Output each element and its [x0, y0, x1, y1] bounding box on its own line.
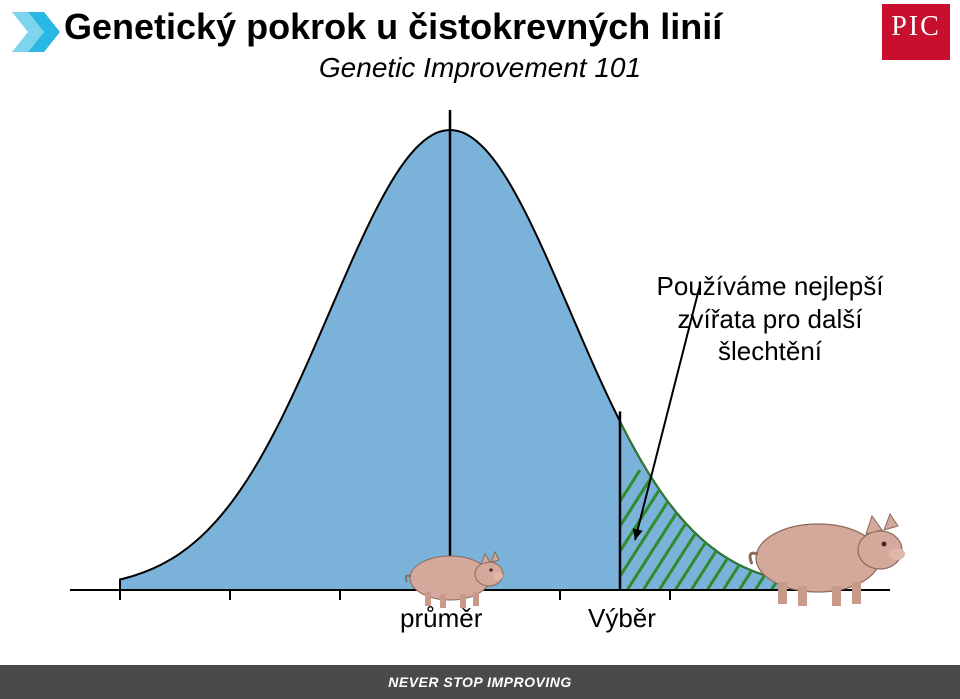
axis-label-selection: Výběr [588, 603, 656, 634]
slide: Genetický pokrok u čistokrevných linií G… [0, 0, 960, 699]
page-title: Genetický pokrok u čistokrevných linií [64, 6, 722, 48]
axis-label-mean: průměr [400, 603, 482, 634]
footer-tagline: NEVER STOP IMPROVING [0, 665, 960, 699]
annotation-text: Používáme nejlepšízvířata pro dalšíšlech… [620, 270, 920, 368]
pig-icon [395, 540, 505, 610]
pic-logo: PIC [882, 4, 950, 60]
pig-icon [740, 500, 910, 610]
page-subtitle: Genetic Improvement 101 [0, 52, 960, 84]
bell-curve-chart: Používáme nejlepšízvířata pro dalšíšlech… [60, 110, 900, 630]
